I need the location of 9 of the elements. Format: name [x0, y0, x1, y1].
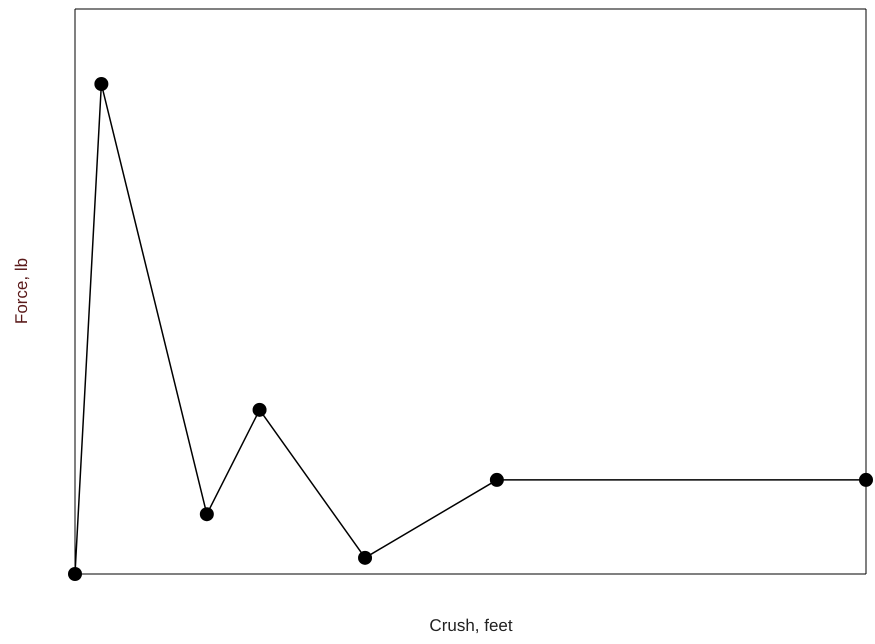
- y-axis-title: Force, lb: [12, 258, 32, 324]
- point: [252, 402, 267, 417]
- point: [358, 550, 372, 565]
- x-axis-title: Crush, feet: [428, 616, 514, 636]
- point: [200, 507, 214, 522]
- point: [94, 77, 108, 91]
- point: [859, 472, 873, 487]
- point: [490, 472, 504, 487]
- point: [68, 567, 82, 581]
